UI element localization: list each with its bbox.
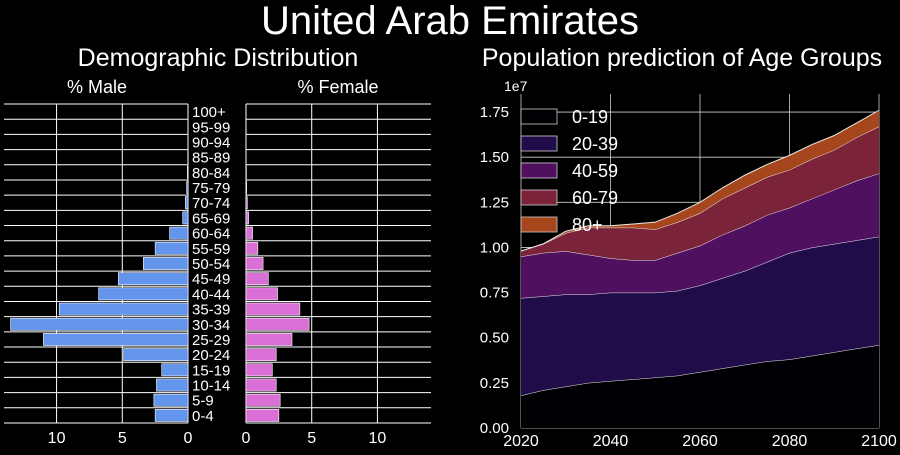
- male-bar: [154, 394, 188, 406]
- age-group-label: 20-24: [192, 347, 230, 364]
- legend-swatch-20-39: [521, 136, 557, 151]
- female-bar: [246, 318, 309, 330]
- y-tick-label: 0.75: [480, 285, 509, 302]
- age-group-label: 30-34: [192, 317, 230, 334]
- x-tick-label: 2060: [682, 433, 718, 450]
- age-group-label: 10-14: [192, 378, 230, 395]
- legend-swatch-60-79: [521, 190, 557, 205]
- female-bar: [246, 379, 276, 391]
- age-group-label: 35-39: [192, 302, 230, 319]
- age-group-label: 85-89: [192, 150, 230, 167]
- male-bar: [155, 242, 188, 254]
- age-group-label: 70-74: [192, 195, 230, 212]
- female-bar: [246, 257, 263, 269]
- x-tick-label: 2020: [503, 433, 539, 450]
- female-bar: [246, 364, 272, 376]
- legend-label: 0-19: [572, 107, 608, 127]
- legend-swatch-80+: [521, 217, 557, 232]
- age-group-label: 40-44: [192, 286, 230, 303]
- age-group-label: 50-54: [192, 256, 230, 273]
- male-bar: [185, 197, 188, 209]
- age-group-label: 15-19: [192, 362, 230, 379]
- male-bar: [43, 333, 188, 345]
- female-bar: [246, 181, 247, 193]
- main-title: United Arab Emirates: [261, 0, 639, 43]
- female-bar: [246, 333, 292, 345]
- x-tick-label: 2040: [593, 433, 629, 450]
- age-group-label: 5-9: [192, 393, 214, 410]
- female-bar: [246, 227, 253, 239]
- age-group-label: 25-29: [192, 332, 230, 349]
- x-tick-label: 2080: [772, 433, 808, 450]
- area-title: Population prediction of Age Groups: [482, 44, 882, 72]
- age-group-label: 75-79: [192, 180, 230, 197]
- female-bar: [246, 242, 258, 254]
- male-bar: [59, 303, 188, 315]
- legend-swatch-0-19: [521, 109, 557, 124]
- male-bar: [187, 166, 188, 178]
- male-bar: [143, 257, 188, 269]
- female-bar: [246, 394, 280, 406]
- female-tick-label: 10: [369, 430, 387, 447]
- female-tick-label: 0: [242, 430, 251, 447]
- male-bar: [183, 212, 188, 224]
- male-bar: [11, 318, 188, 330]
- male-tick-label: 0: [184, 430, 193, 447]
- female-tick-label: 5: [307, 430, 316, 447]
- age-group-label: 100+: [192, 104, 226, 121]
- age-group-label: 55-59: [192, 241, 230, 258]
- y-tick-label: 1.25: [480, 194, 509, 211]
- female-bar: [246, 212, 249, 224]
- male-bar: [170, 227, 188, 239]
- y-scale-label: 1e7: [504, 78, 528, 94]
- legend-label: 40-59: [572, 161, 618, 181]
- male-tick-label: 5: [118, 430, 127, 447]
- age-group-label: 90-94: [192, 134, 230, 151]
- age-group-label: 0-4: [192, 408, 214, 425]
- female-bar: [246, 288, 278, 300]
- age-group-label: 60-64: [192, 226, 230, 243]
- y-tick-label: 1.75: [480, 104, 509, 121]
- y-tick-label: 0.25: [480, 375, 509, 392]
- male-bar: [162, 364, 188, 376]
- legend-label: 80+: [572, 215, 603, 235]
- y-tick-label: 1.00: [480, 239, 509, 256]
- female-axis-label: % Female: [297, 77, 378, 97]
- male-bar: [124, 349, 188, 361]
- male-tick-label: 10: [48, 430, 66, 447]
- male-bar: [155, 409, 188, 421]
- age-group-label: 45-49: [192, 271, 230, 288]
- male-bar: [99, 288, 188, 300]
- male-axis-label: % Male: [67, 77, 127, 97]
- male-bar: [118, 273, 188, 285]
- age-group-label: 95-99: [192, 119, 230, 136]
- age-group-label: 80-84: [192, 165, 230, 182]
- age-group-label: 65-69: [192, 210, 230, 227]
- age-group-labels: 0-45-910-1415-1920-2425-2930-3435-3940-4…: [192, 104, 230, 425]
- y-tick-label: 1.50: [480, 149, 509, 166]
- y-tick-label: 0.50: [480, 330, 509, 347]
- female-bar: [246, 349, 276, 361]
- legend-swatch-40-59: [521, 163, 557, 178]
- x-tick-label: 2100: [861, 433, 897, 450]
- female-bar: [246, 273, 268, 285]
- legend-label: 60-79: [572, 188, 618, 208]
- pyramid-title: Demographic Distribution: [78, 44, 359, 72]
- legend-label: 20-39: [572, 134, 618, 154]
- female-bar: [246, 409, 279, 421]
- male-bar: [187, 181, 188, 193]
- female-bar: [246, 303, 300, 315]
- female-bar: [246, 197, 247, 209]
- male-bar: [156, 379, 188, 391]
